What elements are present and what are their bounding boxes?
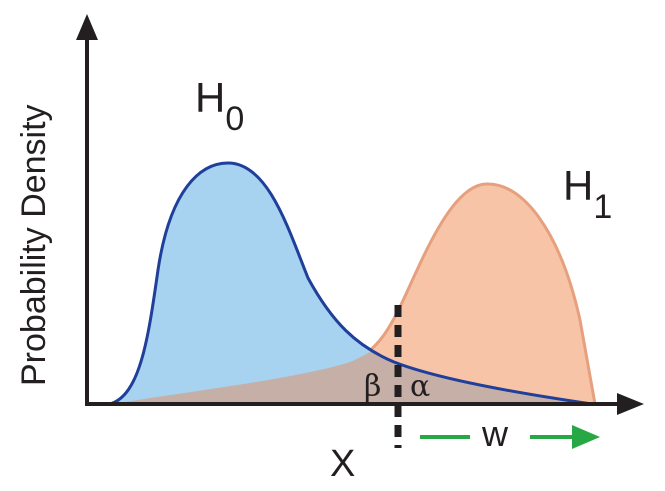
h0-subscript: 0: [225, 100, 244, 138]
h0-letter: H: [195, 74, 225, 121]
h0-distribution-outline: [109, 161, 593, 406]
h1-label: H1: [563, 162, 612, 226]
x-axis-label: X: [330, 443, 355, 485]
y-axis-arrowhead: [76, 14, 98, 40]
alpha-label: α: [410, 369, 430, 404]
h1-letter: H: [563, 162, 593, 209]
x-axis-arrowhead: [617, 393, 644, 415]
beta-label: β: [364, 369, 381, 404]
w-label: w: [481, 413, 509, 454]
h0-label: H0: [195, 74, 244, 138]
w-arrowhead-icon: [572, 425, 600, 449]
h0-distribution-curve: [110, 163, 592, 404]
y-axis-label: Probability Density: [15, 104, 53, 386]
h1-subscript: 1: [593, 188, 612, 226]
overlap-region: [112, 352, 592, 404]
